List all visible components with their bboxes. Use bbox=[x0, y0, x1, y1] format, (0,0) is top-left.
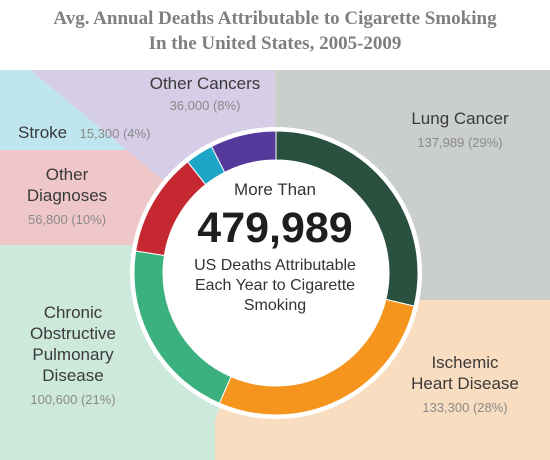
label-copd: Chronic Obstructive Pulmonary Disease 10… bbox=[8, 302, 138, 407]
label-name: Chronic Obstructive Pulmonary Disease bbox=[30, 303, 116, 385]
label-value: 133,300 (28%) bbox=[422, 400, 508, 415]
donut-hole bbox=[163, 160, 389, 386]
label-name: Other Diagnoses bbox=[26, 165, 108, 205]
label-value: 100,600 (21%) bbox=[30, 392, 116, 407]
label-value: 137,989 (29%) bbox=[417, 135, 503, 150]
label-name: Lung Cancer bbox=[411, 109, 509, 128]
chart-title: Avg. Annual Deaths Attributable to Cigar… bbox=[53, 8, 497, 29]
label-name: Ischemic Heart Disease bbox=[411, 353, 519, 393]
label-name: Other Cancers bbox=[149, 74, 261, 93]
label-value: 15,300 (4%) bbox=[79, 126, 151, 141]
label-name: Stroke bbox=[18, 123, 68, 142]
label-other-diagnoses: Other Diagnoses 56,800 (10%) bbox=[12, 164, 122, 227]
label-stroke: Stroke 15,300 (4%) bbox=[18, 122, 178, 143]
label-other-cancers: Other Cancers 36,000 (8%) bbox=[130, 73, 280, 113]
center-prefix: More Than bbox=[234, 180, 316, 199]
chart-subtitle: In the United States, 2005-2009 bbox=[148, 33, 402, 54]
label-value: 56,800 (10%) bbox=[27, 212, 107, 227]
background-panel-stroke bbox=[0, 70, 276, 273]
center-suffix: US Deaths Attributable Each Year to Ciga… bbox=[194, 257, 356, 314]
label-lung-cancer: Lung Cancer 137,989 (29%) bbox=[395, 108, 525, 150]
center-summary: More Than 479,989 US Deaths Attributable… bbox=[180, 180, 370, 316]
label-value: 36,000 (8%) bbox=[169, 98, 241, 113]
center-total: 479,989 bbox=[197, 204, 353, 252]
label-ischemic-heart-disease: Ischemic Heart Disease 133,300 (28%) bbox=[390, 352, 540, 415]
